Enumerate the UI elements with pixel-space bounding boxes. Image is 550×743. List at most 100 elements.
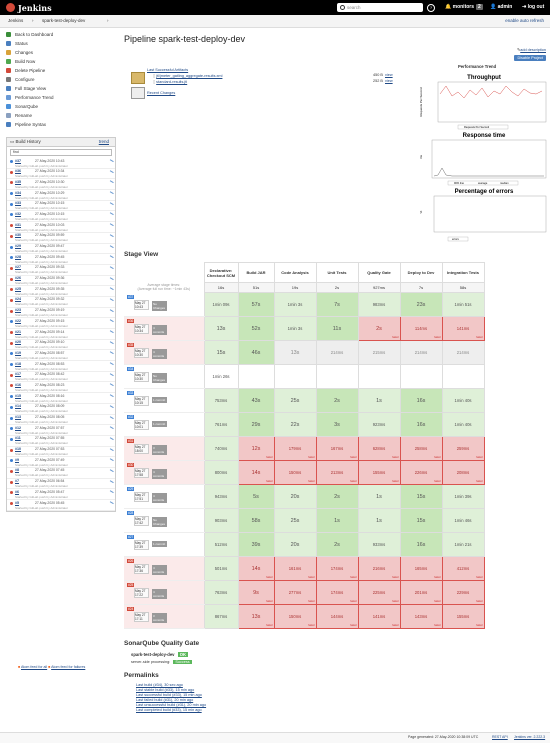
stage-cell[interactable]: 258ms failed <box>399 436 443 461</box>
build-number-link[interactable]: #18 <box>15 361 21 366</box>
disable-project-button[interactable]: Disable Project <box>514 55 546 61</box>
build-number-link[interactable]: #35 <box>15 179 21 184</box>
build-row[interactable]: #16 27-May-2020 08:23 Started by GitLab pu… <box>7 382 115 394</box>
build-row[interactable]: #6 27-May-2020 05:47 Started by GitLab pus… <box>7 489 115 500</box>
stage-cell[interactable]: 114ms failed <box>399 316 443 341</box>
artifact-view-link[interactable]: view <box>385 79 393 83</box>
build-number-link[interactable]: #29 <box>15 244 21 248</box>
stage-cell[interactable]: 2s <box>315 388 359 413</box>
build-row[interactable]: #26 27-May-2020 09:36 Started by GitLab pu… <box>7 276 115 287</box>
console-icon[interactable] <box>108 159 114 165</box>
build-number-link[interactable]: #24 <box>15 297 21 302</box>
stage-cell[interactable] <box>273 364 317 389</box>
edit-description-link[interactable]: ✎add description <box>517 48 546 52</box>
console-icon[interactable] <box>108 180 114 187</box>
run-commits-badge[interactable]: 1 commit <box>152 421 167 427</box>
build-number-link[interactable]: #11 <box>15 436 21 441</box>
stage-cell[interactable]: 43s <box>237 388 275 413</box>
build-number-link[interactable]: #27 <box>15 265 21 270</box>
run-number-badge[interactable]: #34 <box>127 367 135 371</box>
build-number-link[interactable]: #9 <box>15 457 19 462</box>
stage-cell[interactable]: 20s <box>273 484 317 509</box>
stage-cell[interactable] <box>441 364 485 389</box>
run-commits-badge[interactable]: 4 commits <box>152 565 167 575</box>
stage-cell[interactable]: 2s <box>315 532 359 557</box>
build-number-link[interactable]: #10 <box>15 447 21 452</box>
stage-cell[interactable]: 144ms failed <box>315 604 359 629</box>
build-row[interactable]: #13 27-May-2020 08:05 Started by GitLab pu… <box>7 415 115 426</box>
stage-cell[interactable]: 867ms <box>203 604 239 629</box>
build-row[interactable]: #37 27-May-2020 10:43 Started by GitLab pu… <box>7 158 115 169</box>
run-number-badge[interactable]: #30 <box>127 463 135 467</box>
build-row[interactable]: #31 27-May-2020 10:03 Started by GitLab pu… <box>7 222 115 233</box>
sidebar-task-item[interactable]: Full Stage View <box>6 84 116 93</box>
stage-cell[interactable]: 1min 3s <box>273 292 317 317</box>
build-row[interactable]: #14 27-May-2020 08:09 Started by GitLab pu… <box>7 404 115 415</box>
stage-cell[interactable]: 3s <box>315 412 359 437</box>
build-number-link[interactable]: #21 <box>15 329 21 334</box>
build-number-link[interactable]: #28 <box>15 254 21 259</box>
stage-cell[interactable]: 412ms failed <box>441 556 485 581</box>
stage-cell[interactable]: 15s <box>399 508 443 533</box>
stage-cell[interactable]: 16s <box>399 532 443 557</box>
stage-cell[interactable]: 277ms failed <box>273 580 317 605</box>
build-number-link[interactable]: #19 <box>15 350 21 355</box>
stage-cell[interactable]: 155ms failed <box>441 604 485 629</box>
trend-link[interactable]: trend <box>98 139 109 144</box>
run-commits-badge[interactable]: 4 commits <box>152 589 167 599</box>
permalink-link[interactable]: Last build (#34), 30 sec ago <box>136 683 183 687</box>
run-number-badge[interactable]: #29 <box>127 487 135 491</box>
stage-cell[interactable]: 1min 09s <box>203 292 239 317</box>
run-commits-badge[interactable]: No Changes <box>152 300 167 311</box>
stage-cell[interactable]: 46s <box>237 340 275 365</box>
build-row[interactable]: #25 27-May-2020 09:35 Started by GitLab pu… <box>7 286 115 297</box>
console-icon[interactable] <box>108 191 114 197</box>
stage-cell[interactable]: 1min 51s <box>441 292 485 317</box>
stage-cell[interactable]: 25s <box>273 508 317 533</box>
build-row[interactable]: #23 27-May-2020 09:19 Started by GitLab pu… <box>7 308 115 319</box>
console-icon[interactable] <box>108 490 114 497</box>
stage-cell[interactable]: 141ms failed <box>441 316 485 341</box>
build-row[interactable]: #22 27-May-2020 09:15 Started by GitLab pu… <box>7 318 115 329</box>
console-icon[interactable] <box>108 255 114 261</box>
stage-cell[interactable]: 13s failed <box>237 604 275 629</box>
run-number-badge[interactable]: #31 <box>127 439 135 443</box>
build-number-link[interactable]: #20 <box>15 340 21 345</box>
console-icon[interactable] <box>108 308 114 315</box>
jenkins-logo-icon[interactable] <box>6 3 15 12</box>
sidebar-task-item[interactable]: Changes <box>6 48 116 57</box>
build-row[interactable]: #18 27-May-2020 08:53 Started by GitLab pu… <box>7 361 115 372</box>
stage-cell[interactable]: 213ms failed <box>315 460 359 485</box>
stage-cell[interactable]: 1s <box>357 388 401 413</box>
run-number-badge[interactable]: #26 <box>127 559 135 563</box>
stage-cell[interactable]: 214ms <box>399 340 443 365</box>
sidebar-task-item[interactable]: Delete Pipeline <box>6 66 116 75</box>
console-icon[interactable] <box>108 426 114 432</box>
stage-cell[interactable] <box>399 364 443 389</box>
stage-cell[interactable]: 229ms failed <box>441 580 485 605</box>
run-number-badge[interactable]: #36 <box>127 319 135 323</box>
build-number-link[interactable]: #8 <box>15 468 19 473</box>
stage-cell[interactable]: 1min 40s <box>441 388 485 413</box>
recent-changes-link[interactable]: Recent Changes <box>147 91 176 95</box>
artifact-link[interactable]: jtl/jmeter_gatling_aggregate-results.xml <box>156 74 223 78</box>
stage-cell[interactable]: 226ms failed <box>399 460 443 485</box>
console-icon[interactable] <box>108 319 114 326</box>
build-number-link[interactable]: #25 <box>15 286 21 291</box>
stage-cell[interactable]: 761ms <box>203 412 239 437</box>
build-number-link[interactable]: #6 <box>15 489 19 494</box>
build-row[interactable]: #33 27-May-2020 10:15 Started by GitLab pu… <box>7 201 115 212</box>
feed-failures-link[interactable]: Atom feed for failures <box>51 665 86 669</box>
build-number-link[interactable]: #22 <box>15 318 21 323</box>
console-icon[interactable] <box>108 212 114 219</box>
breadcrumb-job[interactable]: spark-test-deploy-dev <box>42 18 86 23</box>
console-icon[interactable] <box>108 234 114 240</box>
build-number-link[interactable]: #31 <box>15 222 21 227</box>
build-row[interactable]: #34 27-May-2020 10:29 Started by GitLab pu… <box>7 190 115 201</box>
stage-cell[interactable]: 22s <box>273 412 317 437</box>
stage-cell[interactable]: 259ms failed <box>441 436 485 461</box>
stage-cell[interactable]: 13s <box>273 340 317 365</box>
run-number-badge[interactable]: #24 <box>127 607 135 611</box>
stage-cell[interactable]: 512ms <box>203 532 239 557</box>
build-row[interactable]: #32 27-May-2020 10:15 Started by GitLab pu… <box>7 211 115 223</box>
